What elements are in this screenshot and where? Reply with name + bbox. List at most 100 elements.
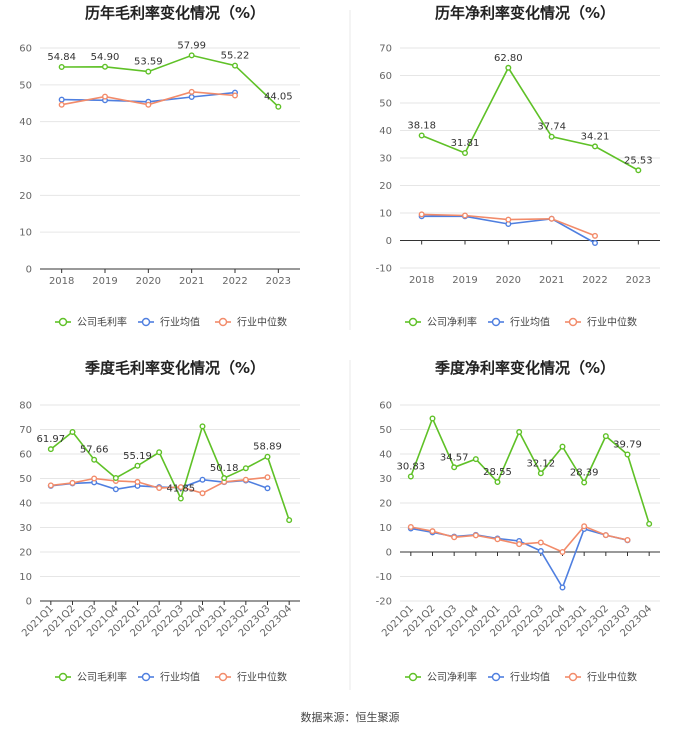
x-tick-label: 2021 bbox=[539, 275, 564, 286]
data-point bbox=[451, 534, 458, 541]
legend-swatch-marker bbox=[58, 672, 68, 682]
data-point bbox=[407, 473, 414, 480]
legend-swatch-marker bbox=[141, 317, 151, 327]
data-point bbox=[112, 475, 119, 482]
data-point bbox=[548, 133, 555, 140]
data-point bbox=[418, 132, 425, 139]
y-tick-label: -20 bbox=[376, 597, 392, 608]
data-point bbox=[177, 484, 184, 491]
data-point bbox=[242, 476, 249, 483]
legend-swatch-marker bbox=[568, 672, 578, 682]
data-point bbox=[91, 475, 98, 482]
y-tick-label: 70 bbox=[19, 425, 32, 436]
legend-label: 行业中位数 bbox=[237, 671, 287, 684]
data-point bbox=[275, 103, 282, 110]
legend-label: 行业中位数 bbox=[237, 316, 287, 329]
chart-panel-1: 历年毛利率变化情况（%） 0 10 20 30 40 50 60 2018 2019 2020 202… bbox=[19, 4, 300, 329]
data-label: 62.80 bbox=[494, 53, 523, 64]
data-point bbox=[494, 479, 501, 486]
legend-swatch-marker bbox=[218, 317, 228, 327]
x-tick-label: 2018 bbox=[409, 275, 434, 286]
data-point bbox=[264, 485, 271, 492]
y-tick-label: 0 bbox=[386, 236, 392, 247]
legend-label: 行业中位数 bbox=[587, 316, 637, 329]
chart-title: 季度净利率变化情况（%） bbox=[435, 359, 615, 377]
series-line-1 bbox=[410, 416, 650, 525]
data-point bbox=[58, 96, 65, 103]
data-point bbox=[221, 475, 228, 482]
data-label: 31.81 bbox=[451, 138, 480, 149]
legend-swatch-marker bbox=[58, 317, 68, 327]
y-tick-label: 30 bbox=[379, 474, 392, 485]
legend-label: 公司毛利率 bbox=[77, 316, 127, 329]
y-tick-label: 20 bbox=[19, 548, 32, 559]
legend-label: 公司净利率 bbox=[427, 671, 477, 684]
x-tick-label: 2019 bbox=[452, 275, 477, 286]
data-point bbox=[635, 167, 642, 174]
data-point bbox=[407, 524, 414, 531]
legend-swatch-marker bbox=[568, 317, 578, 327]
data-label: 41.85 bbox=[167, 483, 196, 494]
data-point bbox=[559, 548, 566, 555]
legend-swatch-marker bbox=[408, 317, 418, 327]
data-point bbox=[188, 52, 195, 59]
data-point bbox=[101, 93, 108, 100]
y-tick-label: 20 bbox=[379, 181, 392, 192]
legend-label: 行业均值 bbox=[510, 316, 550, 329]
data-point bbox=[199, 476, 206, 483]
y-tick-label: 0 bbox=[386, 548, 392, 559]
data-point bbox=[188, 88, 195, 95]
data-point bbox=[231, 62, 238, 69]
data-point bbox=[505, 64, 512, 71]
data-point bbox=[624, 451, 631, 458]
y-tick-label: 40 bbox=[379, 450, 392, 461]
data-point bbox=[69, 428, 76, 435]
data-point bbox=[145, 101, 152, 108]
y-tick-label: 10 bbox=[379, 523, 392, 534]
data-point bbox=[134, 478, 141, 485]
data-point bbox=[516, 541, 523, 548]
data-point bbox=[429, 415, 436, 422]
data-point bbox=[516, 428, 523, 435]
data-point bbox=[156, 485, 163, 492]
data-point bbox=[537, 539, 544, 546]
data-point bbox=[286, 517, 293, 524]
data-label: 28.39 bbox=[570, 467, 599, 478]
data-point bbox=[591, 143, 598, 150]
y-tick-label: 50 bbox=[19, 474, 32, 485]
data-point bbox=[472, 456, 479, 463]
x-tick-label: 2023 bbox=[626, 275, 651, 286]
y-tick-label: -10 bbox=[376, 572, 392, 583]
x-tick-label: 2019 bbox=[92, 276, 117, 287]
y-tick-label: 50 bbox=[379, 99, 392, 110]
y-tick-label: 10 bbox=[19, 572, 32, 583]
data-label: 54.84 bbox=[47, 52, 76, 63]
data-point bbox=[199, 490, 206, 497]
data-point bbox=[461, 212, 468, 219]
y-tick-label: 60 bbox=[19, 44, 32, 55]
legend-label: 公司净利率 bbox=[427, 316, 477, 329]
data-label: 32.12 bbox=[527, 458, 556, 469]
data-label: 38.18 bbox=[407, 121, 436, 132]
data-point bbox=[47, 482, 54, 489]
data-label: 54.90 bbox=[91, 52, 120, 63]
data-point bbox=[231, 92, 238, 99]
data-point bbox=[548, 215, 555, 222]
x-tick-label: 2023 bbox=[266, 276, 291, 287]
chart-panel-2: 历年净利率变化情况（%） -10 0 10 20 30 40 50 60 70 2018 2019 20… bbox=[376, 4, 660, 329]
y-tick-label: 30 bbox=[379, 154, 392, 165]
y-tick-label: 10 bbox=[19, 228, 32, 239]
data-point bbox=[264, 474, 271, 481]
y-tick-label: 30 bbox=[19, 523, 32, 534]
data-label: 57.66 bbox=[80, 445, 109, 456]
chart-title: 历年毛利率变化情况（%） bbox=[85, 4, 265, 22]
y-tick-label: 50 bbox=[379, 425, 392, 436]
legend-label: 行业均值 bbox=[160, 316, 200, 329]
data-point bbox=[591, 239, 598, 246]
y-tick-label: 60 bbox=[379, 401, 392, 412]
data-point bbox=[602, 532, 609, 539]
y-tick-label: 60 bbox=[19, 450, 32, 461]
data-point bbox=[537, 548, 544, 555]
data-point bbox=[156, 449, 163, 456]
